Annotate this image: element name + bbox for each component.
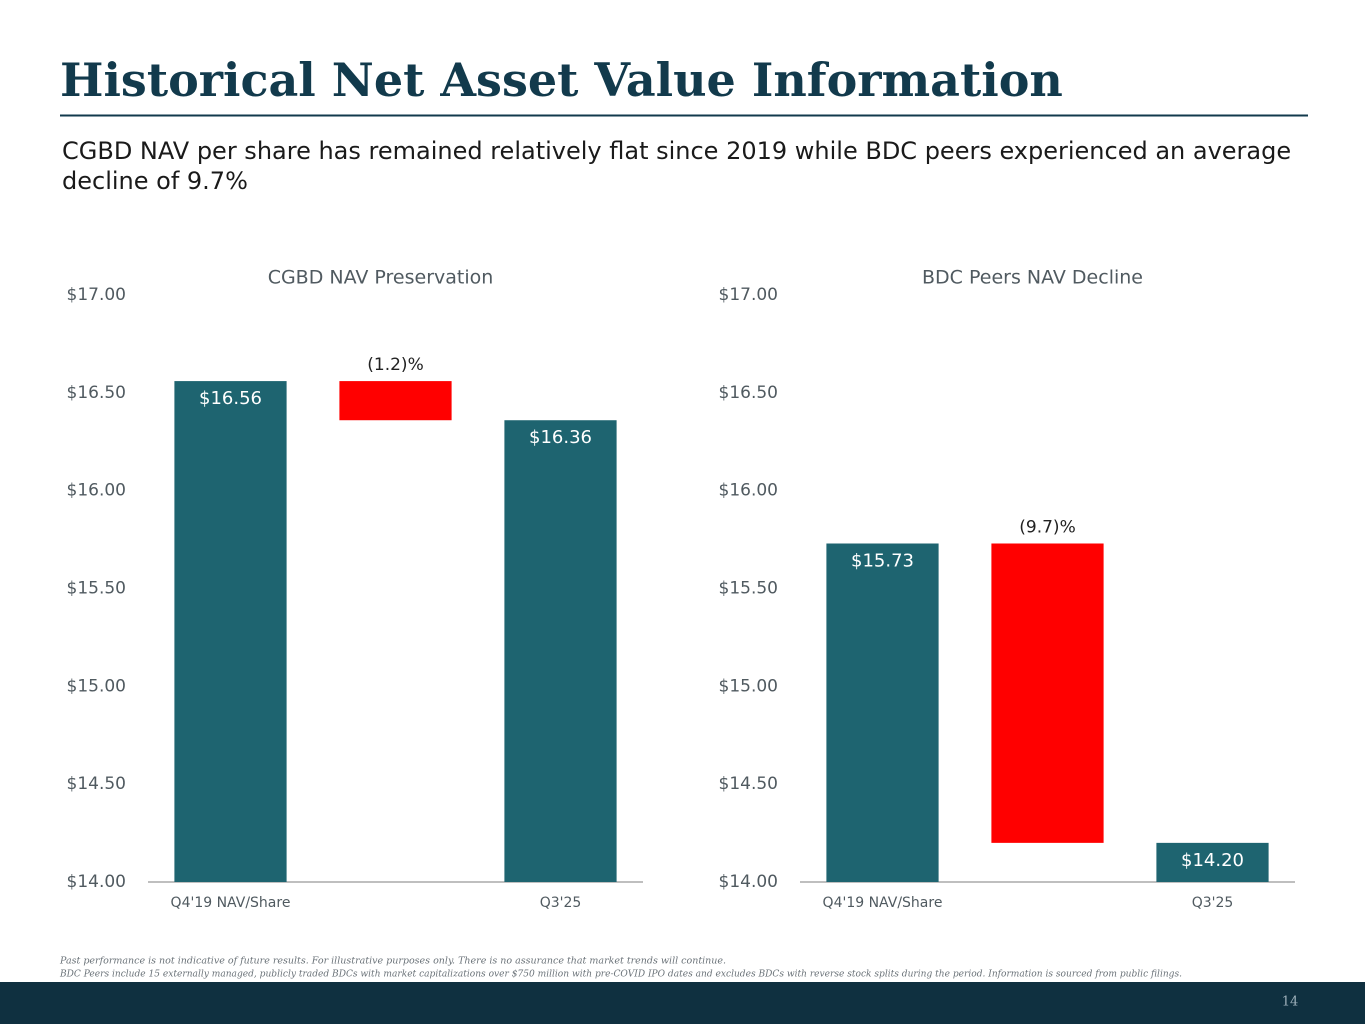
y-tick-label: $16.00 (719, 481, 778, 501)
y-tick-label: $16.00 (67, 481, 126, 501)
y-tick-label: $15.00 (67, 676, 126, 696)
value-label: $15.73 (851, 550, 914, 571)
chart-title: CGBD NAV Preservation (268, 267, 494, 289)
x-tick-label: Q3'25 (1192, 895, 1234, 911)
value-label: $16.56 (199, 388, 262, 409)
bar (174, 381, 287, 882)
y-tick-label: $17.00 (719, 285, 778, 305)
annotation: (9.7)% (1019, 517, 1075, 537)
footer-band (0, 982, 1365, 1024)
bar (826, 543, 939, 882)
y-tick-label: $16.50 (719, 383, 778, 403)
y-tick-label: $15.50 (67, 579, 126, 599)
y-tick-label: $16.50 (67, 383, 126, 403)
x-tick-label: Q4'19 NAV/Share (823, 895, 943, 911)
change-bar (339, 381, 452, 421)
y-tick-label: $15.50 (719, 579, 778, 599)
page-number: 14 (1282, 995, 1299, 1010)
footnote: Past performance is not indicative of fu… (59, 956, 726, 967)
y-tick-label: $14.50 (67, 774, 126, 794)
value-label: $16.36 (529, 427, 592, 448)
y-tick-label: $14.00 (719, 872, 778, 892)
chart-title: BDC Peers NAV Decline (922, 267, 1143, 289)
annotation: (1.2)% (367, 355, 423, 375)
y-tick-label: $15.00 (719, 676, 778, 696)
x-tick-label: Q4'19 NAV/Share (171, 895, 291, 911)
bar (1156, 842, 1269, 882)
value-label: $14.20 (1181, 850, 1244, 871)
x-tick-label: Q3'25 (540, 895, 582, 911)
y-tick-label: $17.00 (67, 285, 126, 305)
subtitle: CGBD NAV per share has remained relative… (62, 137, 1292, 195)
change-bar (991, 543, 1104, 843)
y-tick-label: $14.50 (719, 774, 778, 794)
footnote: BDC Peers include 15 externally managed,… (59, 969, 1182, 980)
slide-title: Historical Net Asset Value Information (60, 53, 1063, 107)
bar (504, 420, 617, 882)
subtitle-box: CGBD NAV per share has remained relative… (62, 137, 1292, 195)
y-tick-label: $14.00 (67, 872, 126, 892)
